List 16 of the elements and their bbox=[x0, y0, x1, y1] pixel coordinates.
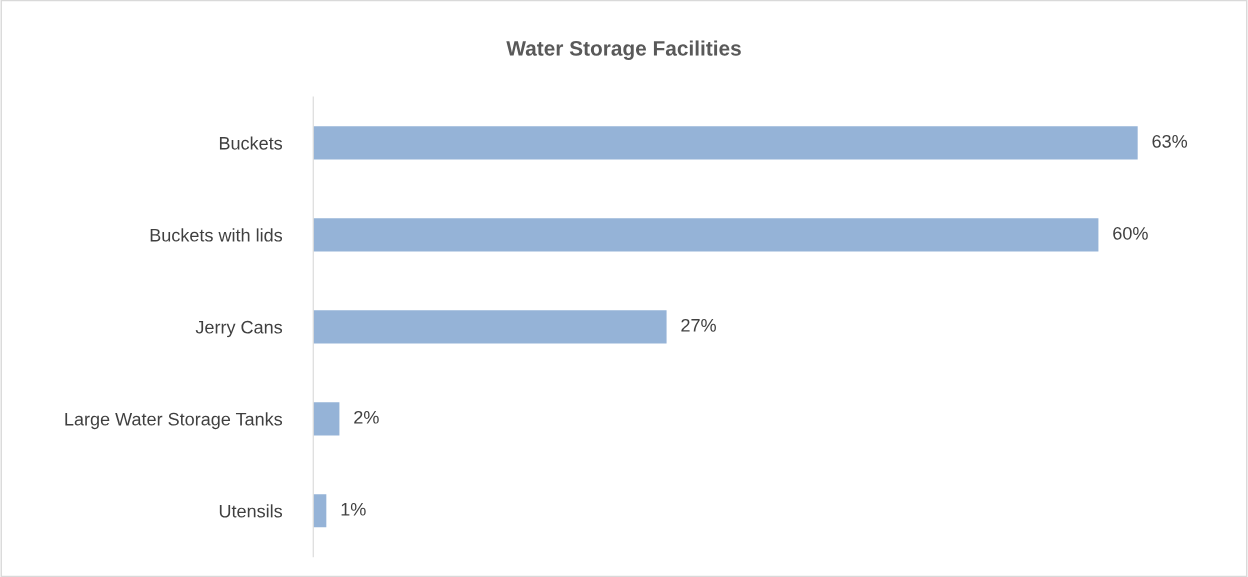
data-label: 27% bbox=[681, 318, 716, 332]
y-tick-label: Buckets with lids bbox=[150, 228, 283, 242]
y-tick-label: Large Water Storage Tanks bbox=[65, 412, 283, 430]
bar bbox=[313, 126, 1138, 160]
bar bbox=[313, 218, 1099, 252]
y-tick-label: Utensils bbox=[219, 504, 283, 518]
data-label: 60% bbox=[1113, 226, 1148, 240]
bar bbox=[313, 310, 667, 344]
y-tick-label: Buckets bbox=[219, 136, 283, 150]
bar bbox=[313, 402, 340, 436]
y-tick-label: Jerry Cans bbox=[195, 320, 283, 338]
chart-title: Water Storage Facilities bbox=[506, 40, 741, 60]
data-label: 63% bbox=[1152, 134, 1188, 148]
bar bbox=[313, 494, 327, 528]
data-label: 2% bbox=[354, 410, 379, 424]
data-label: 1% bbox=[341, 502, 366, 516]
